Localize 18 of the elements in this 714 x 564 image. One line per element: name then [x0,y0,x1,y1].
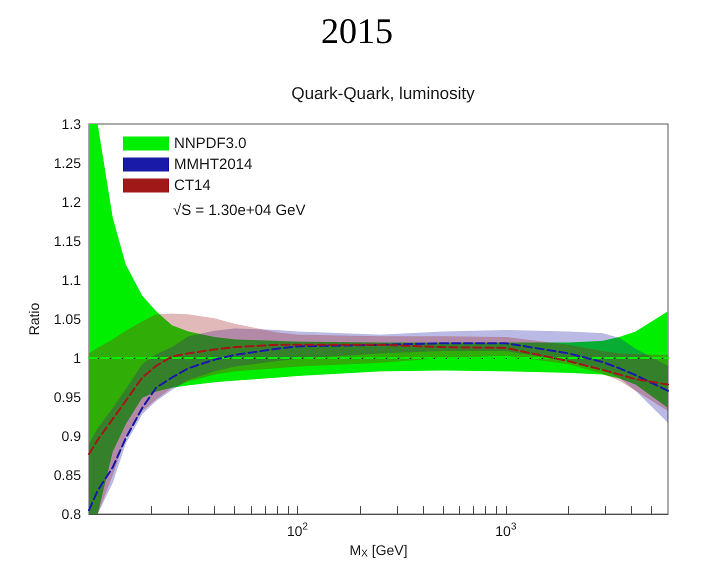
y-tick-label: 1.1 [62,272,82,288]
chart-title: 2015 [321,11,393,51]
legend-label: NNPDF3.0 [174,135,247,152]
chart-subtitle: Quark-Quark, luminosity [291,84,476,103]
y-tick-label: 1 [73,350,82,366]
y-tick-label: 1.25 [54,155,82,172]
y-tick-label: 1.3 [62,116,82,132]
y-tick-label: 0.9 [62,428,82,444]
legend-label: CT14 [174,177,211,194]
annotation: √S = 1.30e+04 GeV [173,202,306,219]
y-tick-label: 0.95 [54,389,82,406]
y-axis-title: Ratio [26,302,42,336]
y-tick-label: 0.8 [62,506,82,522]
y-tick-label: 0.85 [54,467,82,484]
y-tick-label: 1.2 [62,194,82,210]
y-tick-label: 1.15 [54,233,82,250]
y-tick-label: 1.05 [54,311,82,328]
legend-label: MMHT2014 [174,156,252,173]
